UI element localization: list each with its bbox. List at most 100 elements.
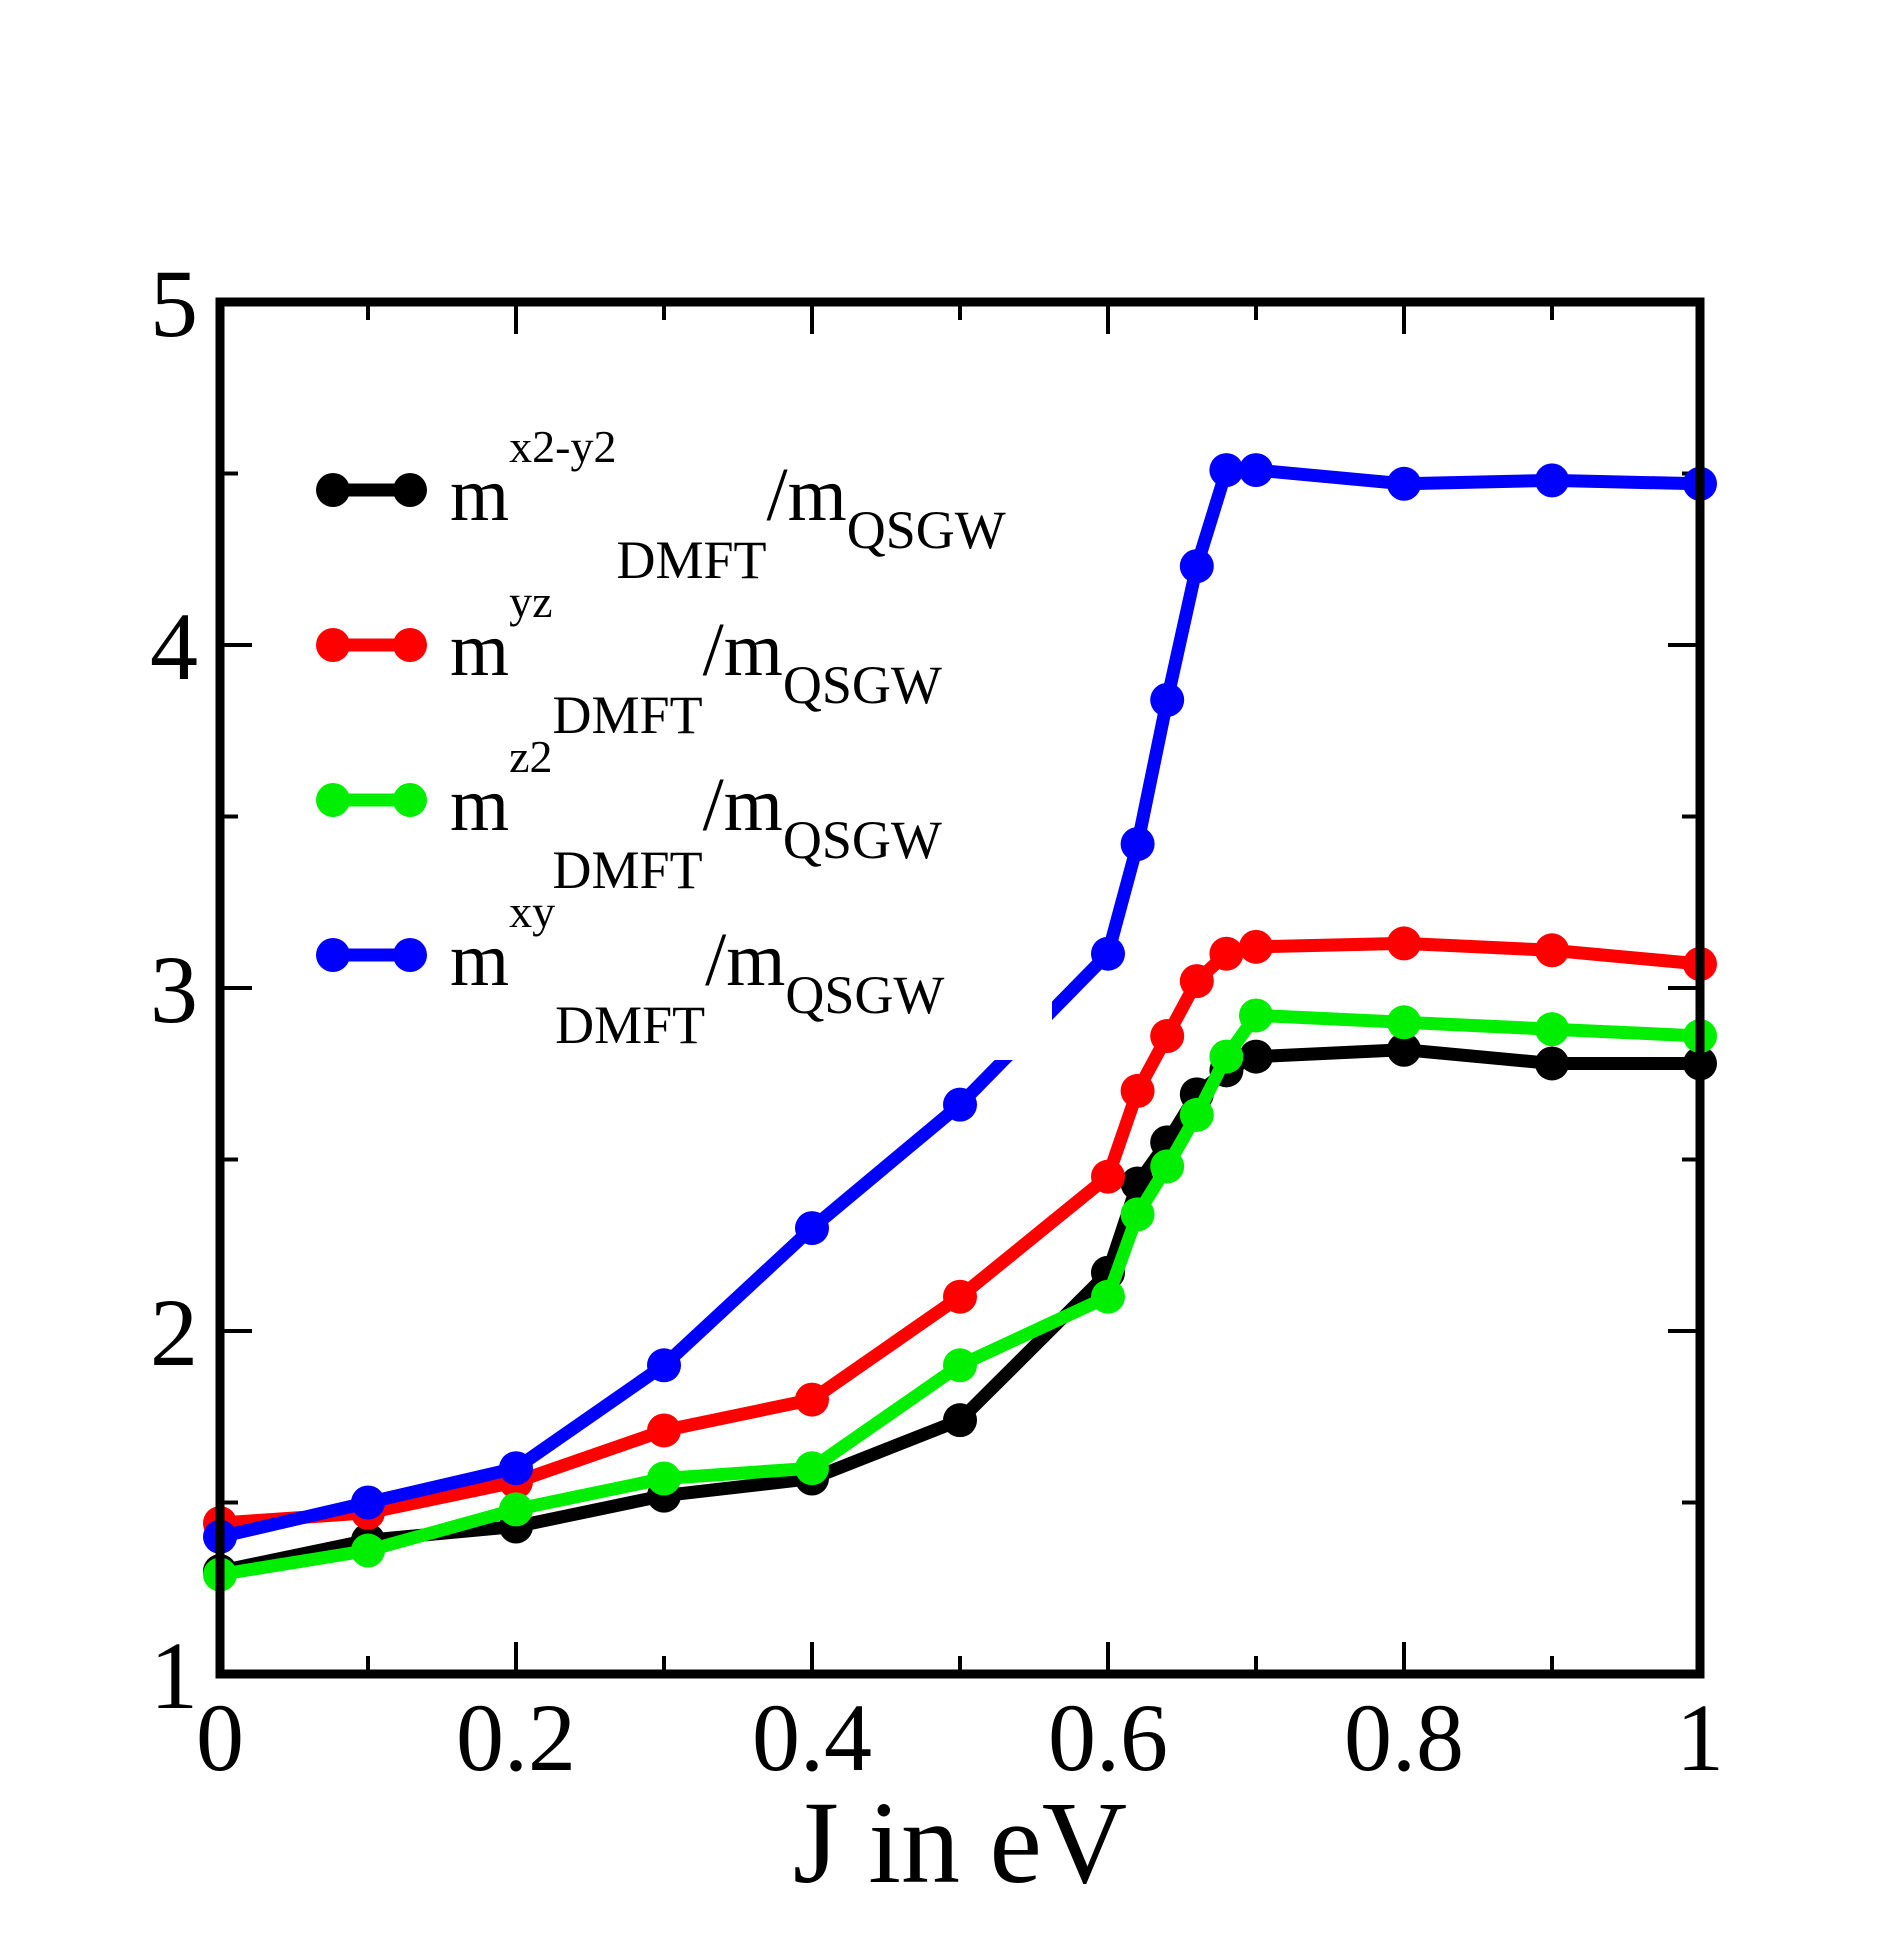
legend-marker — [316, 628, 350, 662]
data-point-yz — [1535, 933, 1569, 968]
data-point-xy — [499, 1451, 533, 1486]
data-point-xy — [1120, 826, 1155, 861]
legend-slash: / — [703, 763, 725, 847]
legend-sub2: QSGW — [785, 965, 944, 1025]
legend-entry-z2: mz2DMFT/mQSGW — [316, 731, 942, 900]
data-point-yz — [1209, 936, 1244, 971]
legend-m: m — [450, 453, 509, 537]
legend-marker — [316, 938, 350, 972]
data-point-xy — [351, 1485, 385, 1520]
data-point-yz — [647, 1413, 681, 1448]
legend-slash: / — [703, 608, 725, 692]
series-z2 — [203, 998, 1717, 1592]
legend-label: mx2-y2DMFT/mQSGW — [450, 421, 1006, 590]
data-point-yz — [795, 1382, 829, 1417]
y-tick-label: 4 — [150, 593, 198, 700]
data-point-yz — [1120, 1073, 1155, 1108]
data-point-yz — [943, 1279, 977, 1314]
x-tick-label: 0.4 — [752, 1684, 872, 1791]
legend-orbital: xy — [509, 886, 555, 937]
legend-m: m — [450, 608, 509, 692]
series-xy — [203, 453, 1717, 1554]
data-point-z2 — [795, 1451, 829, 1486]
data-point-z2 — [1387, 1005, 1421, 1040]
legend-marker — [393, 938, 427, 972]
legend-marker — [316, 783, 350, 817]
data-point-z2 — [351, 1533, 385, 1568]
legend-m2: m — [726, 918, 785, 1002]
data-point-z2 — [647, 1461, 681, 1496]
data-point-z2 — [1209, 1039, 1244, 1074]
legend-m2: m — [788, 453, 847, 537]
legend-sub2: QSGW — [783, 810, 942, 870]
data-point-xy — [1091, 936, 1125, 971]
data-point-z2 — [1179, 1097, 1214, 1132]
y-tick-label: 3 — [150, 936, 198, 1043]
data-point-xy — [795, 1211, 829, 1246]
data-point-x2y2 — [943, 1403, 977, 1438]
data-point-xy — [1535, 463, 1569, 498]
legend-sub: DMFT — [616, 530, 766, 590]
x-tick-label: 0.6 — [1048, 1684, 1168, 1791]
data-point-xy — [1179, 549, 1214, 584]
axis-tick-labels: 0 0.2 0.4 0.6 0.8 1 1 2 3 4 5 — [150, 250, 1724, 1791]
legend-label: myzDMFT/mQSGW — [450, 576, 942, 745]
data-point-z2 — [1120, 1197, 1155, 1232]
legend-sub2: QSGW — [783, 655, 942, 715]
legend-m2: m — [724, 608, 783, 692]
data-point-xy — [1209, 453, 1244, 488]
legend-sub: DMFT — [553, 685, 703, 745]
legend: mx2-y2DMFT/mQSGWmyzDMFT/mQSGWmz2DMFT/mQS… — [316, 421, 1006, 1055]
data-point-x2y2 — [1535, 1046, 1569, 1081]
y-tick-label: 1 — [150, 1622, 198, 1729]
x-tick-label: 0 — [196, 1684, 244, 1791]
legend-m: m — [450, 918, 509, 1002]
series-layer — [203, 453, 1717, 1592]
x-tick-label: 0.8 — [1344, 1684, 1464, 1791]
legend-slash: / — [766, 453, 788, 537]
data-point-z2 — [1239, 998, 1273, 1033]
legend-label: mxyDMFT/mQSGW — [450, 886, 944, 1055]
y-tick-label: 5 — [150, 250, 198, 357]
data-point-x2y2 — [1239, 1039, 1273, 1074]
legend-sub2: QSGW — [847, 500, 1006, 560]
legend-sub: DMFT — [555, 995, 705, 1055]
data-point-yz — [1150, 1019, 1185, 1054]
x-tick-label: 1 — [1676, 1684, 1724, 1791]
legend-marker — [393, 628, 427, 662]
legend-sub: DMFT — [553, 840, 703, 900]
legend-slash: / — [705, 918, 727, 1002]
data-point-xy — [1150, 682, 1185, 717]
data-point-xy — [1239, 453, 1273, 488]
data-point-z2 — [1535, 1012, 1569, 1047]
legend-marker — [393, 783, 427, 817]
legend-orbital: z2 — [509, 731, 552, 782]
data-point-x2y2 — [1387, 1032, 1421, 1067]
legend-entry-xy: mxyDMFT/mQSGW — [316, 886, 944, 1055]
legend-entry-yz: myzDMFT/mQSGW — [316, 576, 942, 745]
data-point-z2 — [1091, 1279, 1125, 1314]
x-tick-label: 0.2 — [456, 1684, 576, 1791]
data-point-yz — [1387, 926, 1421, 961]
plot-frame — [215, 297, 1705, 1679]
data-point-xy — [647, 1348, 681, 1383]
legend-marker — [316, 473, 350, 507]
y-tick-label: 2 — [150, 1279, 198, 1386]
data-point-z2 — [499, 1492, 533, 1527]
x-axis-title: J in eV — [793, 1777, 1127, 1908]
data-point-yz — [1179, 964, 1214, 999]
data-point-xy — [943, 1087, 977, 1122]
legend-orbital: x2-y2 — [509, 421, 616, 472]
data-point-z2 — [943, 1348, 977, 1383]
data-point-xy — [1387, 466, 1421, 501]
legend-entry-x2y2: mx2-y2DMFT/mQSGW — [316, 421, 1006, 590]
data-point-yz — [1091, 1159, 1125, 1194]
legend-marker — [393, 473, 427, 507]
data-point-yz — [1239, 929, 1273, 964]
legend-m2: m — [724, 763, 783, 847]
legend-orbital: yz — [509, 576, 552, 627]
data-point-z2 — [1150, 1149, 1185, 1184]
legend-m: m — [450, 763, 509, 847]
legend-label: mz2DMFT/mQSGW — [450, 731, 942, 900]
